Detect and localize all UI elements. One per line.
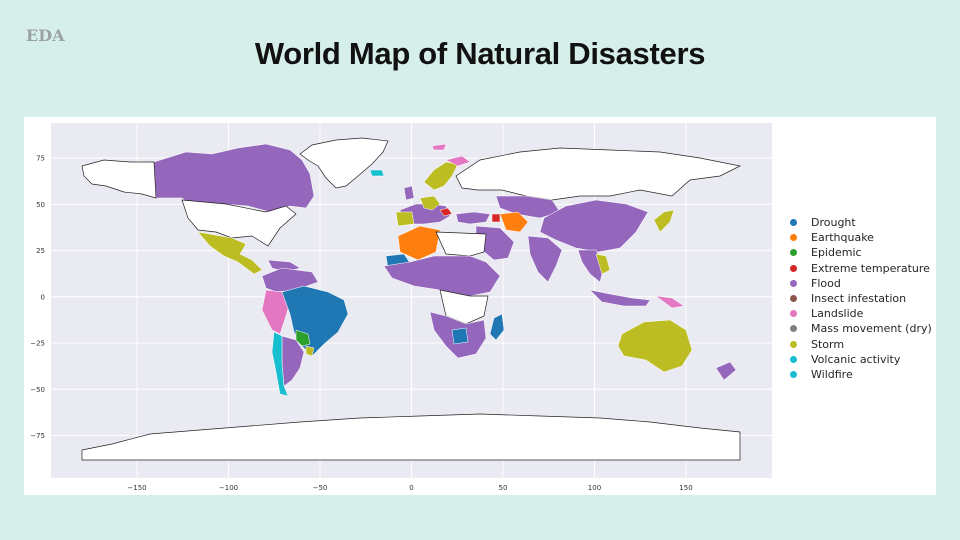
legend-label: Epidemic	[811, 246, 862, 260]
country-balkans-heat	[439, 207, 453, 217]
legend-label: Flood	[811, 276, 841, 290]
legend-item: Earthquake	[788, 230, 932, 245]
legend: Drought Earthquake Epidemic Extreme tempera…	[788, 215, 932, 382]
country-algeria	[397, 225, 441, 261]
country-india	[527, 235, 563, 283]
y-tick-label: 50	[36, 201, 45, 209]
y-tick-label: 75	[36, 155, 45, 163]
country-shapes	[81, 137, 742, 461]
legend-marker	[790, 340, 797, 348]
legend-item: Mass movement (dry)	[788, 321, 932, 336]
country-indonesia	[589, 289, 651, 307]
legend-item: Epidemic	[788, 245, 932, 260]
country-mexico	[197, 231, 263, 275]
legend-item: Insect infestation	[788, 291, 932, 306]
x-tick-label: 100	[588, 484, 601, 492]
legend-label: Landslide	[811, 307, 864, 321]
slide-title: World Map of Natural Disasters	[254, 36, 706, 71]
country-china	[539, 199, 649, 253]
country-vietnam	[595, 253, 611, 275]
legend-label: Wildfire	[811, 367, 853, 381]
country-botswana	[451, 327, 469, 345]
country-scandinavia	[423, 161, 459, 191]
legend-item: Landslide	[788, 306, 932, 321]
legend-item: Storm	[788, 337, 932, 352]
country-svalbard	[431, 143, 447, 151]
legend-item: Flood	[788, 276, 932, 291]
x-tick-label: −50	[313, 484, 328, 492]
legend-item: Drought	[788, 215, 932, 230]
country-philippines	[655, 295, 685, 309]
legend-marker	[790, 264, 797, 272]
country-chile	[271, 331, 289, 397]
legend-marker	[790, 370, 797, 378]
legend-marker	[790, 234, 797, 242]
legend-marker	[790, 325, 797, 333]
legend-label: Mass movement (dry)	[811, 322, 932, 336]
legend-marker	[790, 249, 797, 257]
country-russia	[455, 147, 742, 201]
y-tick-label: 25	[36, 247, 45, 255]
country-north-africa	[435, 231, 487, 257]
x-tick-label: 50	[499, 484, 508, 492]
legend-item: Volcanic activity	[788, 352, 932, 367]
legend-label: Volcanic activity	[811, 352, 901, 366]
country-norway-north	[445, 155, 471, 167]
x-axis-ticks: −150 −100 −50 0 50 100 150	[127, 484, 692, 492]
country-alaska	[81, 159, 157, 199]
y-axis-ticks: 75 50 25 0 −25 −50 −75	[30, 155, 45, 440]
section-tag: EDA	[26, 26, 65, 45]
country-turkey	[455, 211, 491, 225]
legend-marker	[790, 310, 797, 318]
country-japan	[653, 209, 675, 233]
x-tick-label: −150	[127, 484, 146, 492]
y-tick-label: −25	[30, 340, 45, 348]
country-greenland	[299, 137, 389, 189]
country-central-europe	[419, 195, 441, 211]
legend-item: Wildfire	[788, 367, 932, 382]
legend-marker	[790, 219, 797, 227]
legend-label: Storm	[811, 337, 845, 351]
x-tick-label: −100	[219, 484, 238, 492]
country-uk	[403, 185, 415, 201]
legend-label: Extreme temperature	[811, 261, 930, 275]
legend-marker	[790, 279, 797, 287]
country-antarctica	[81, 413, 741, 461]
country-usa	[181, 199, 297, 247]
country-canada	[153, 143, 315, 213]
legend-label: Drought	[811, 216, 856, 230]
country-madagascar	[489, 313, 505, 341]
y-tick-label: −50	[30, 386, 45, 394]
legend-marker	[790, 355, 797, 363]
legend-item: Extreme temperature	[788, 261, 932, 276]
country-iceland	[369, 169, 385, 177]
country-uruguay	[305, 345, 315, 357]
y-tick-label: 0	[41, 293, 45, 301]
country-new-zealand	[715, 361, 737, 381]
y-tick-label: −75	[30, 432, 45, 440]
x-tick-label: 150	[679, 484, 692, 492]
country-paraguay	[295, 329, 311, 347]
country-spain	[395, 211, 415, 227]
country-west-africa	[383, 255, 501, 297]
legend-label: Earthquake	[811, 231, 874, 245]
country-armenia-heat	[491, 213, 501, 223]
country-iran	[499, 211, 529, 233]
legend-label: Insect infestation	[811, 292, 907, 306]
x-tick-label: 0	[409, 484, 413, 492]
country-australia	[617, 319, 693, 373]
legend-marker	[790, 295, 797, 303]
